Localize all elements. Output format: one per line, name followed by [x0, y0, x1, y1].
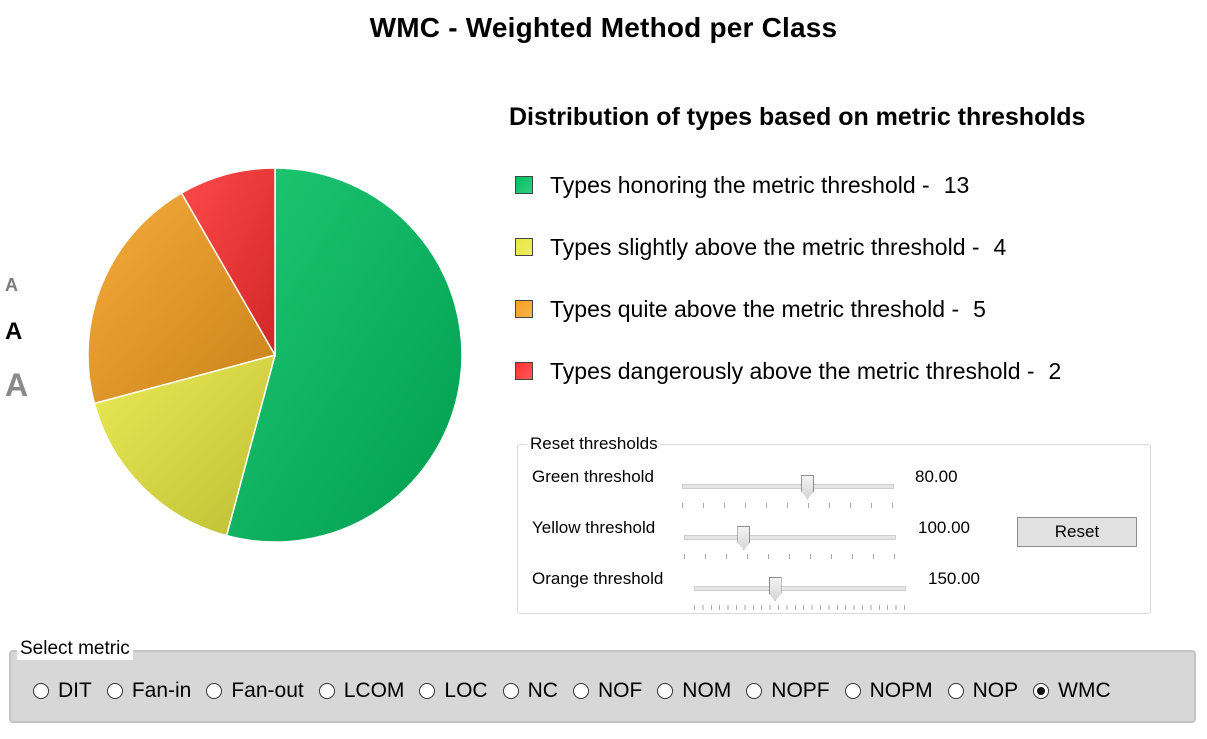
metric-option-label: NOP [972, 679, 1019, 702]
yellow-threshold-label: Yellow threshold [532, 518, 656, 537]
metric-option-wmc[interactable]: WMC [1033, 679, 1111, 703]
radio-button[interactable] [1033, 683, 1050, 699]
legend-swatch [515, 362, 533, 380]
pie-chart [87, 167, 463, 543]
legend-swatch [515, 300, 533, 318]
legend-label: Types slightly above the metric threshol… [550, 233, 980, 260]
metric-option-nom[interactable]: NOM [657, 679, 731, 703]
metric-selector-group: Select metric DIT Fan-in Fan-out LCOM LOC NC N… [9, 638, 1196, 723]
radio-button[interactable] [419, 683, 436, 699]
green-threshold-row: Green threshold 80.00 [532, 459, 1002, 508]
font-size-small-button[interactable]: A [5, 275, 18, 295]
metric-option-dit[interactable]: DIT [33, 679, 92, 703]
green-threshold-label: Green threshold [532, 467, 654, 486]
metric-option-nof[interactable]: NOF [572, 679, 643, 703]
metric-option-label: NOPM [869, 679, 933, 702]
legend-item-3: Types quite above the metric threshold -… [515, 289, 986, 329]
metric-option-label: NC [527, 679, 558, 702]
yellow-threshold-row: Yellow threshold 100.00 [532, 510, 1002, 559]
thresholds-group: Reset thresholds Green threshold 80.00 Y… [517, 434, 1151, 614]
pie-slice-3 [87, 192, 277, 405]
metric-option-label: LCOM [343, 679, 405, 702]
yellow-threshold-slider-track[interactable] [684, 535, 896, 540]
orange-threshold-value: 150.00 [928, 569, 980, 588]
yellow-threshold-ticks [684, 554, 896, 559]
metric-option-nopf[interactable]: NOPF [746, 679, 830, 703]
metric-selector-label: Select metric [17, 638, 133, 660]
legend-label: Types quite above the metric threshold - [550, 295, 960, 322]
page-title: WMC - Weighted Method per Class [369, 12, 838, 43]
metric-option-fan-in[interactable]: Fan-in [106, 679, 192, 703]
yellow-threshold-slider-thumb[interactable] [737, 526, 751, 550]
metric-option-label: NOF [597, 679, 643, 702]
font-size-medium-button[interactable]: A [5, 318, 23, 345]
orange-threshold-slider-track[interactable] [694, 586, 906, 591]
legend-label: Types honoring the metric threshold - [550, 171, 930, 198]
radio-button[interactable] [33, 683, 49, 699]
legend-item-4: Types dangerously above the metric thres… [515, 351, 1061, 391]
pie-slice-4 [180, 167, 276, 358]
radio-button[interactable] [572, 683, 589, 699]
radio-button[interactable] [502, 683, 519, 699]
orange-threshold-slider-thumb[interactable] [768, 577, 782, 601]
metric-option-label: WMC [1058, 679, 1111, 702]
green-threshold-value: 80.00 [915, 467, 958, 486]
legend-item-2: Types slightly above the metric threshol… [515, 227, 1006, 267]
metric-options: DIT Fan-in Fan-out LCOM LOC NC NOF NOM NOPF NOPM N… [33, 679, 1126, 703]
legend-swatch [515, 238, 533, 256]
chart-title: Distribution of types based on metric th… [509, 103, 1086, 131]
radio-button[interactable] [947, 683, 964, 699]
yellow-threshold-value: 100.00 [918, 518, 970, 537]
reset-button[interactable]: Reset [1017, 517, 1137, 547]
metric-option-label: Fan-in [131, 679, 192, 702]
radio-button[interactable] [844, 683, 861, 699]
font-size-large-button[interactable]: A [5, 367, 29, 403]
legend-count: 5 [973, 295, 986, 322]
thresholds-group-label: Reset thresholds [527, 434, 661, 454]
metric-option-nc[interactable]: NC [502, 679, 558, 703]
legend-label: Types dangerously above the metric thres… [550, 357, 1035, 384]
legend-count: 13 [943, 171, 970, 198]
radio-button[interactable] [206, 683, 223, 699]
legend-count: 4 [993, 233, 1007, 260]
pie-slice-2 [93, 353, 277, 537]
metric-option-label: LOC [444, 679, 488, 702]
radio-button[interactable] [318, 683, 335, 699]
orange-threshold-ticks [694, 605, 906, 610]
radio-button[interactable] [106, 683, 123, 699]
metric-option-lcom[interactable]: LCOM [318, 679, 405, 703]
metric-option-loc[interactable]: LOC [419, 679, 488, 703]
metric-option-nop[interactable]: NOP [947, 679, 1019, 703]
legend-item-1: Types honoring the metric threshold - 13 [515, 165, 969, 205]
metric-option-label: DIT [58, 679, 92, 702]
green-threshold-slider-thumb[interactable] [801, 475, 815, 499]
radio-button[interactable] [657, 683, 674, 699]
legend-count: 2 [1048, 357, 1062, 384]
green-threshold-slider-track[interactable] [682, 484, 894, 489]
legend-swatch [515, 176, 533, 194]
green-threshold-ticks [682, 503, 894, 508]
metric-option-label: NOPF [771, 679, 830, 702]
pie-slice-1 [225, 167, 463, 543]
orange-threshold-label: Orange threshold [532, 569, 664, 588]
radio-button[interactable] [746, 683, 763, 699]
metric-option-label: Fan-out [231, 679, 304, 702]
orange-threshold-row: Orange threshold 150.00 [532, 561, 1002, 610]
metric-option-label: NOM [682, 679, 732, 702]
metric-option-fan-out[interactable]: Fan-out [206, 679, 304, 703]
metric-option-nopm[interactable]: NOPM [844, 679, 933, 703]
